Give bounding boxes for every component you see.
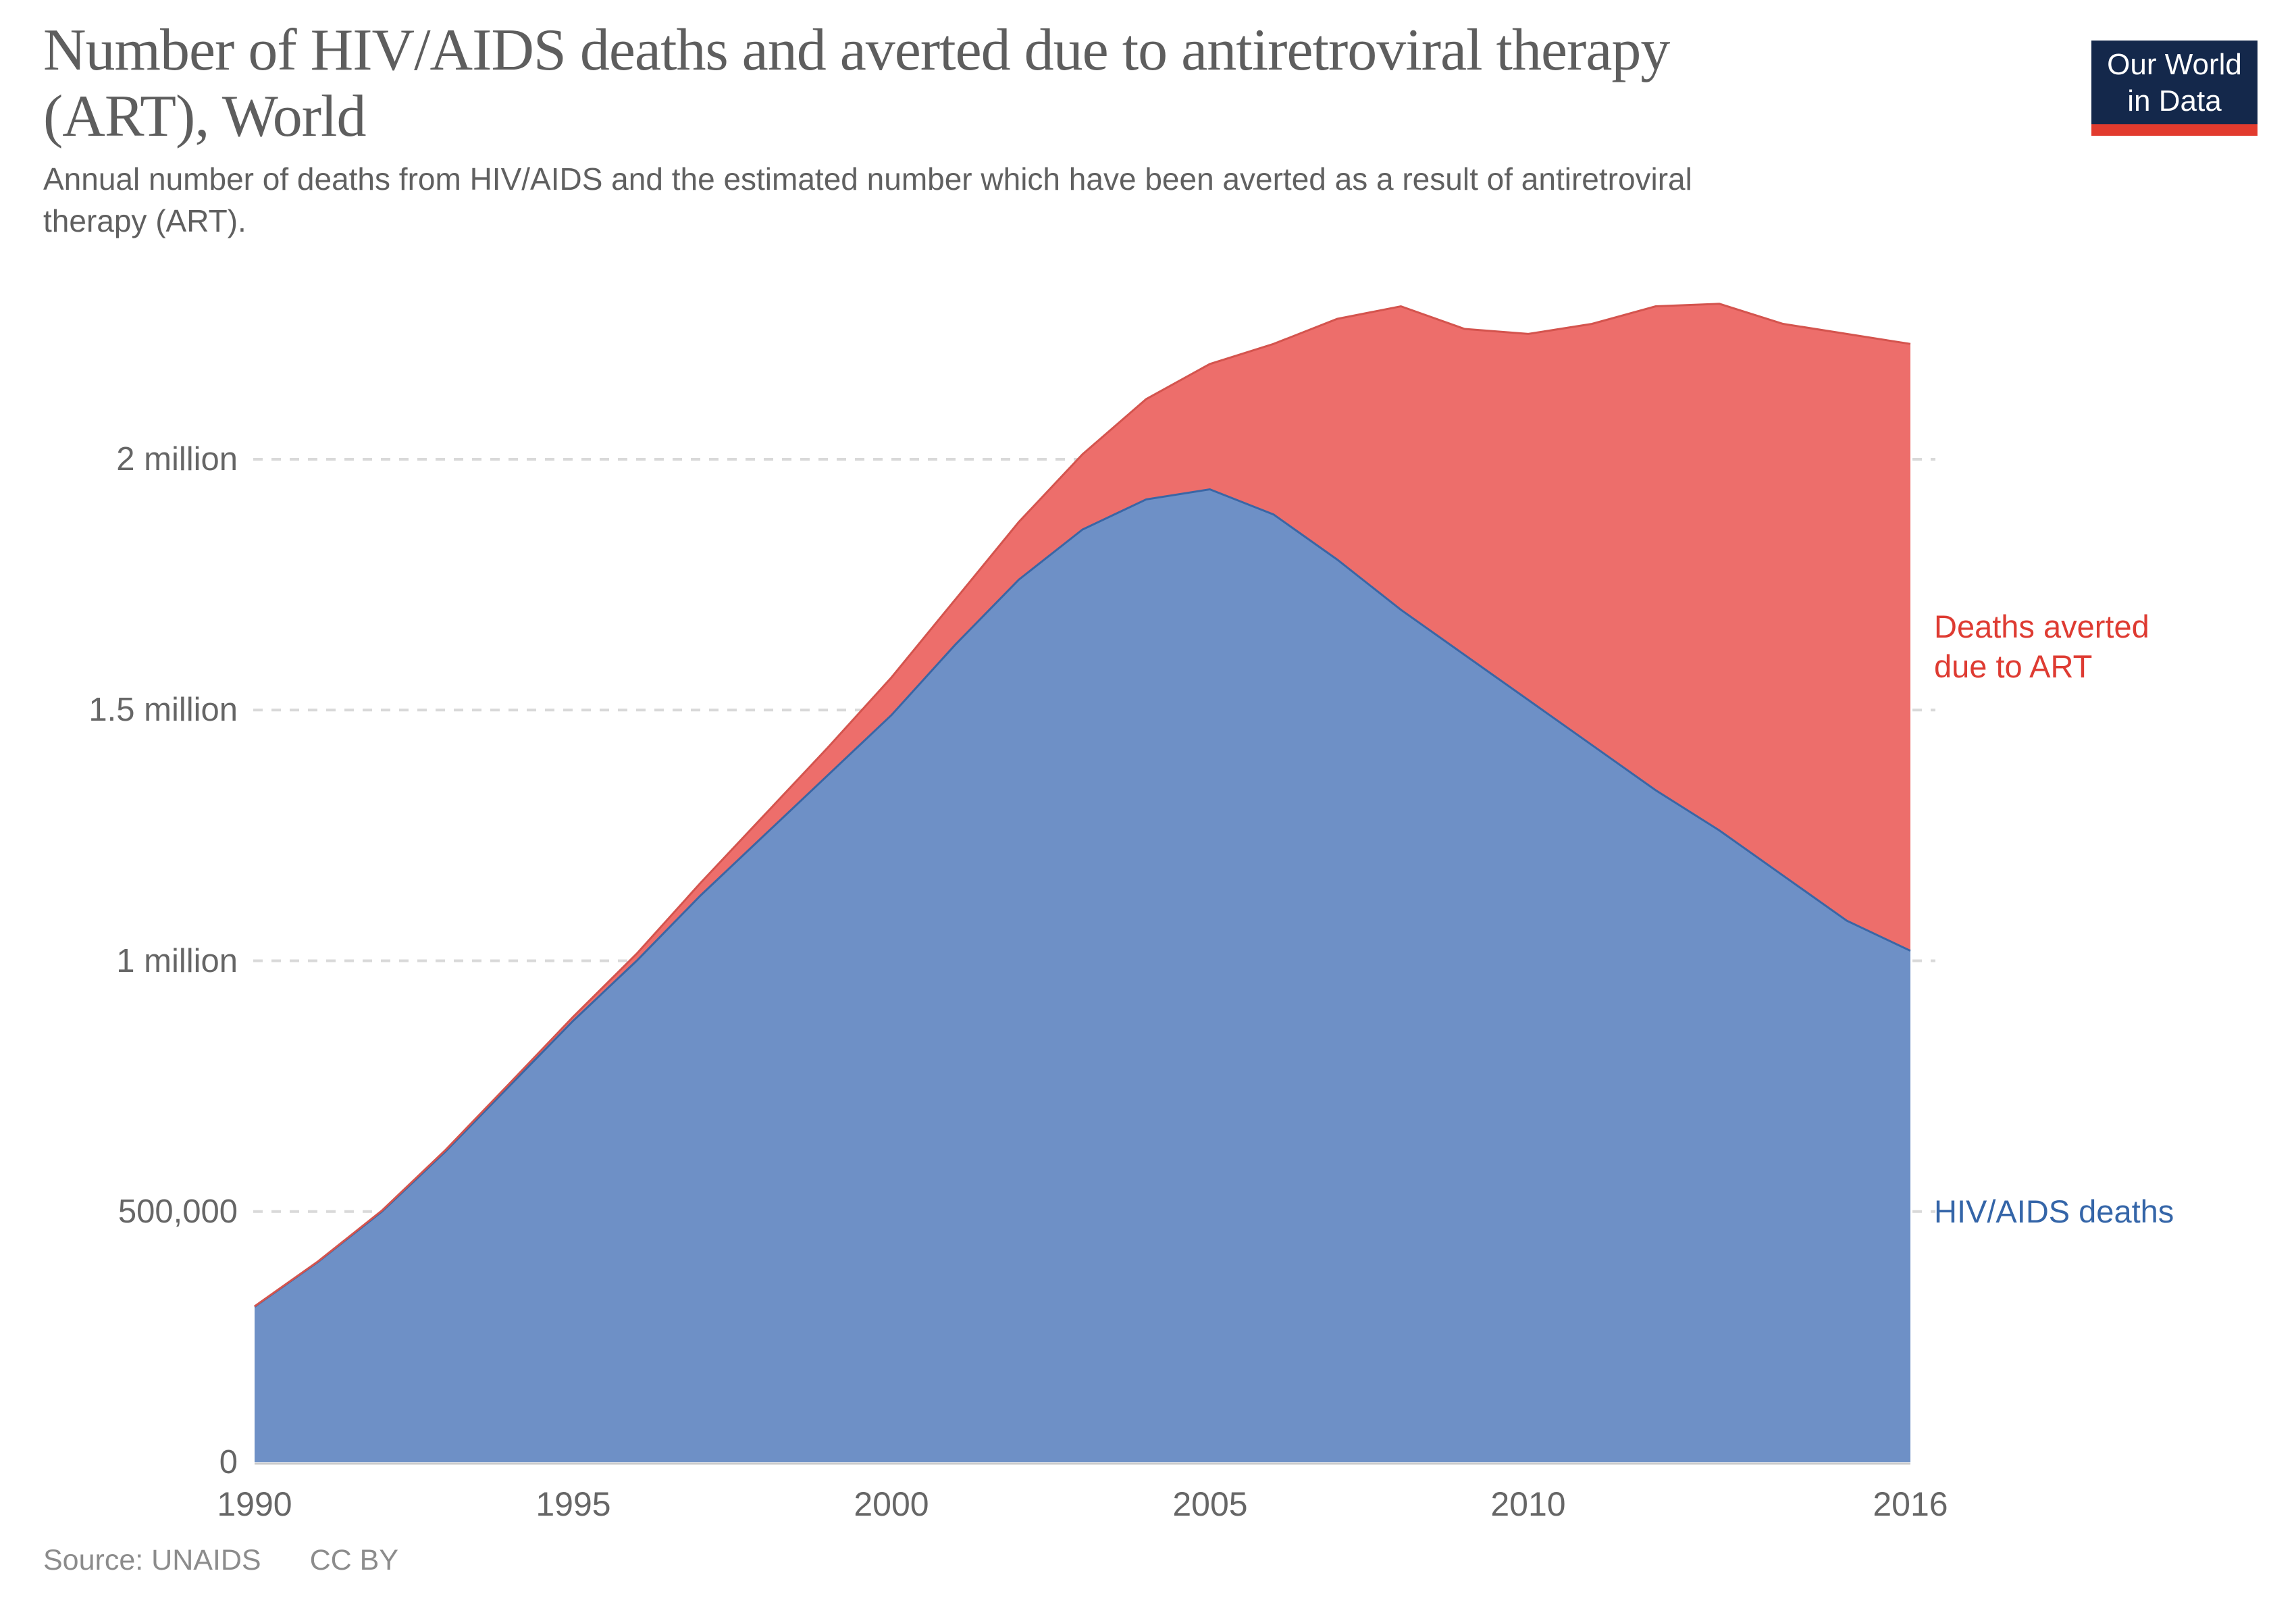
- x-axis-tick-label: 2016: [1873, 1485, 1948, 1523]
- y-axis-tick-label: 1 million: [116, 943, 238, 979]
- license-label[interactable]: CC BY: [309, 1544, 399, 1576]
- x-axis-tick-label: 1990: [217, 1485, 292, 1523]
- y-axis-tick-label: 0: [219, 1444, 238, 1481]
- series-label-deaths-averted-line-1: Deaths averted: [1934, 609, 2149, 644]
- owid-logo[interactable]: Our World in Data: [2091, 41, 2258, 136]
- y-axis-tick-label: 2 million: [116, 441, 238, 478]
- page-subtitle-line-1: Annual number of deaths from HIV/AIDS an…: [43, 161, 1692, 197]
- page-subtitle-line-2: therapy (ART).: [43, 203, 246, 238]
- x-axis-tick-label: 2010: [1490, 1485, 1566, 1523]
- page-title: Number of HIV/AIDS deaths and averted du…: [43, 18, 1670, 150]
- area-deaths-averted: [255, 303, 1910, 1307]
- owid-logo-line-1: Our World: [2107, 48, 2242, 81]
- page-title-line-1: Number of HIV/AIDS deaths and averted du…: [43, 18, 1670, 83]
- series-label-deaths-averted: Deaths averted due to ART: [1934, 607, 2149, 686]
- page-subtitle: Annual number of deaths from HIV/AIDS an…: [43, 158, 1692, 242]
- y-axis-tick-label: 500,000: [118, 1193, 238, 1230]
- owid-logo-line-2: in Data: [2127, 84, 2222, 118]
- series-label-hiv-aids-deaths-line-1: HIV/AIDS deaths: [1934, 1193, 2174, 1229]
- page-title-line-2: (ART), World: [43, 84, 367, 149]
- series-label-deaths-averted-line-2: due to ART: [1934, 648, 2093, 684]
- source-label: Source: UNAIDS: [43, 1544, 261, 1576]
- y-axis-tick-label: 1.5 million: [88, 692, 238, 728]
- x-axis-tick-label: 1995: [536, 1485, 611, 1523]
- series-label-hiv-aids-deaths: HIV/AIDS deaths: [1934, 1191, 2174, 1231]
- line-hiv-aids-deaths: [254, 488, 1911, 1308]
- area-hiv-aids-deaths: [255, 489, 1910, 1462]
- line-deaths-averted-top: [254, 303, 1911, 1308]
- x-axis-tick-label: 2000: [854, 1485, 929, 1523]
- x-axis-tick-label: 2005: [1172, 1485, 1248, 1523]
- source-row: Source: UNAIDS CC BY: [43, 1544, 398, 1577]
